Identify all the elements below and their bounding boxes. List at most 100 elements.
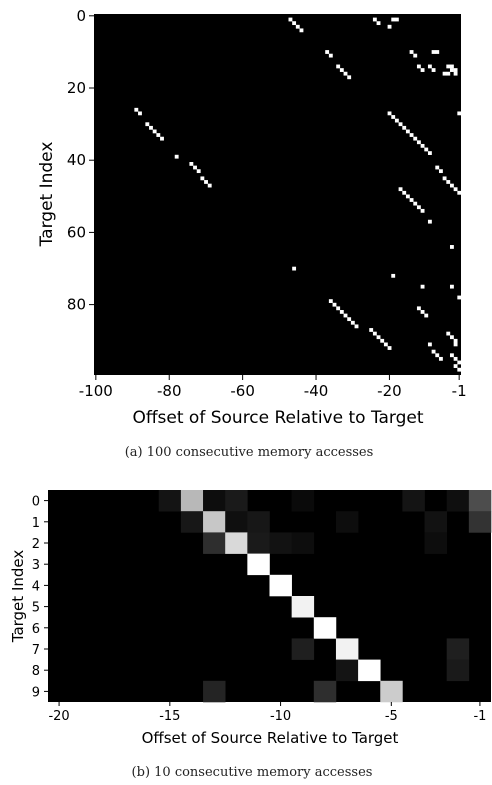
x-tick-label: -15 <box>159 709 180 724</box>
heatmap-cell <box>420 310 425 314</box>
heatmap-cell <box>160 136 164 141</box>
heatmap-cell <box>313 617 337 639</box>
x-tick-label: -20 <box>377 382 402 400</box>
heatmap-cell <box>391 17 396 22</box>
heatmap-cell <box>446 64 451 69</box>
heatmap-cell <box>339 68 344 72</box>
heatmap-cell <box>427 342 432 347</box>
heatmap-cell <box>398 187 403 192</box>
y-tick-label: 7 <box>32 643 40 658</box>
chart-b-xticks: -20 -15 -10 -5 -1 <box>48 702 486 724</box>
y-tick-label: 2 <box>32 537 40 552</box>
heatmap-cell <box>449 284 454 289</box>
y-tick-label: 1 <box>32 516 40 531</box>
heatmap-cell <box>350 320 355 325</box>
heatmap-cell <box>372 17 377 22</box>
chart-b-xlabel: Offset of Source Relative to Target <box>142 729 399 747</box>
heatmap-cell <box>438 356 443 361</box>
heatmap-cell <box>335 659 359 682</box>
chart-b-caption: (b) 10 consecutive memory accesses <box>132 765 373 780</box>
heatmap-cell <box>189 162 194 166</box>
heatmap-cell <box>446 331 451 336</box>
heatmap-cell <box>457 367 462 372</box>
heatmap-cell <box>200 176 205 181</box>
chart-a-caption: (a) 100 consecutive memory accesses <box>125 445 374 460</box>
chart-b-ylabel: Target Index <box>9 550 27 644</box>
heatmap-cell <box>343 71 348 76</box>
y-tick-label: 0 <box>32 495 40 510</box>
heatmap-cell <box>398 122 403 127</box>
heatmap-cell <box>152 129 157 134</box>
heatmap-cell <box>442 71 447 76</box>
heatmap-cell <box>203 532 226 554</box>
heatmap-cell <box>174 154 179 159</box>
heatmap-cell <box>387 111 392 116</box>
x-tick-label: -20 <box>48 709 69 724</box>
heatmap-cell <box>449 245 454 249</box>
x-tick-label: -80 <box>157 382 182 400</box>
heatmap-cell <box>387 24 392 29</box>
heatmap-cell <box>158 490 182 512</box>
x-tick-label: -5 <box>385 709 398 724</box>
x-tick-label: -60 <box>230 382 255 400</box>
heatmap-cell <box>468 511 492 533</box>
heatmap-cell <box>369 328 374 332</box>
heatmap-cell <box>435 165 440 170</box>
chart-a-yticks: 0 20 40 60 80 <box>67 7 94 314</box>
x-tick-label: -100 <box>79 382 113 400</box>
heatmap-cell <box>427 64 432 69</box>
heatmap-cell <box>435 353 440 358</box>
heatmap-cell <box>416 140 421 145</box>
heatmap-cell <box>424 313 429 318</box>
heatmap-cell <box>193 165 197 170</box>
heatmap-cell <box>457 295 462 300</box>
heatmap-cell <box>288 17 293 22</box>
y-tick-label: 20 <box>67 79 86 97</box>
x-tick-label: -10 <box>270 709 291 724</box>
heatmap-cell <box>180 490 204 512</box>
y-tick-label: 9 <box>32 685 40 700</box>
heatmap-cell <box>269 532 292 554</box>
chart-b-yticks: 0 1 2 3 4 5 6 7 8 9 <box>32 495 48 700</box>
heatmap-cell <box>420 68 425 72</box>
heatmap-cell <box>343 313 348 318</box>
heatmap-cell <box>424 147 429 152</box>
heatmap-cell <box>207 183 212 188</box>
heatmap-cell <box>435 50 440 54</box>
heatmap-cell <box>149 125 153 130</box>
heatmap-cell <box>332 302 337 307</box>
heatmap-cell <box>424 532 447 554</box>
heatmap-cell <box>376 21 381 26</box>
heatmap-cell <box>372 331 377 336</box>
chart-a-xticks: -100 -80 -60 -40 -20 -1 <box>79 375 467 400</box>
heatmap-cell <box>299 28 304 33</box>
heatmap-cell <box>328 299 333 303</box>
heatmap-cell <box>446 180 451 184</box>
heatmap-cell <box>402 490 425 512</box>
heatmap-cell <box>420 284 425 289</box>
heatmap-cell <box>204 180 208 184</box>
heatmap-cell <box>145 122 150 127</box>
heatmap-cell <box>453 71 458 76</box>
heatmap-cell <box>453 342 458 347</box>
heatmap-cell <box>405 129 410 134</box>
heatmap-cell <box>269 574 292 597</box>
heatmap-cell <box>420 143 425 148</box>
heatmap-cell <box>387 346 392 350</box>
heatmap-cell <box>446 490 470 512</box>
heatmap-cell <box>457 360 462 365</box>
heatmap-cell <box>409 133 414 137</box>
heatmap-cell <box>431 349 436 354</box>
heatmap-cell <box>196 169 201 174</box>
y-tick-label: 80 <box>67 296 86 314</box>
y-tick-label: 5 <box>32 601 40 616</box>
y-tick-label: 0 <box>76 7 86 25</box>
heatmap-cell <box>409 198 414 202</box>
heatmap-cell <box>420 208 425 213</box>
y-tick-label: 4 <box>32 579 40 594</box>
heatmap-cell <box>449 353 454 358</box>
heatmap-cell <box>453 338 458 343</box>
heatmap-cell <box>376 335 381 340</box>
heatmap-cell <box>402 190 407 195</box>
heatmap-cell <box>291 532 315 554</box>
